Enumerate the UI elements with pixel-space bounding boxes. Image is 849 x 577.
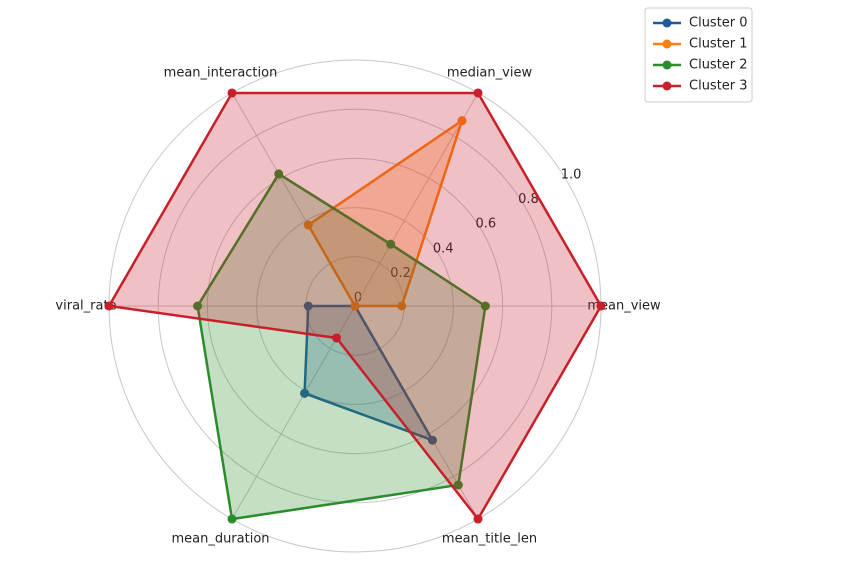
category-label: viral_rate: [55, 299, 116, 314]
category-label: mean_interaction: [164, 66, 278, 81]
legend-label: Cluster 0: [689, 16, 748, 31]
series-marker: [104, 301, 114, 311]
spoke: [354, 92, 479, 307]
series-marker: [386, 239, 396, 249]
category-label: mean_duration: [171, 531, 269, 546]
series-marker: [332, 333, 342, 343]
legend: Cluster 0 Cluster 1 Cluster 2 Cluster 3: [644, 7, 753, 103]
r-tick-label: 0.4: [433, 241, 454, 256]
category-label: mean_view: [587, 299, 661, 314]
legend-label: Cluster 2: [689, 58, 748, 73]
legend-marker: [662, 39, 672, 49]
r-tick-label: 0.2: [390, 266, 411, 281]
series-marker: [227, 514, 237, 524]
legend-marker: [662, 81, 672, 91]
r-tick-label: 1.0: [561, 168, 582, 183]
r-tick-label: 0.6: [475, 217, 496, 232]
series-marker: [350, 301, 360, 311]
series-marker: [303, 220, 313, 230]
legend-marker: [662, 18, 672, 28]
r-tick-label: 0: [354, 291, 362, 306]
series-area: [109, 92, 601, 520]
r-tick-label: 0.8: [518, 192, 539, 207]
series-marker: [596, 301, 606, 311]
category-label: mean_title_len: [442, 531, 537, 546]
legend-label: Cluster 1: [689, 37, 748, 52]
category-label: median_view: [447, 66, 533, 81]
series-area: [308, 120, 463, 306]
series-marker: [274, 169, 284, 179]
legend-frame: [644, 7, 753, 103]
series-marker: [193, 301, 203, 311]
series-marker: [397, 301, 407, 311]
legend-marker: [662, 60, 672, 70]
series-marker: [453, 480, 463, 490]
series-marker: [303, 301, 313, 311]
series-marker: [227, 88, 237, 98]
legend-label: Cluster 3: [689, 79, 748, 94]
series-marker: [473, 88, 483, 98]
series-marker: [480, 301, 490, 311]
series-marker: [473, 514, 483, 524]
series-marker: [300, 388, 310, 398]
series-marker: [427, 435, 437, 445]
series-marker: [457, 116, 467, 126]
